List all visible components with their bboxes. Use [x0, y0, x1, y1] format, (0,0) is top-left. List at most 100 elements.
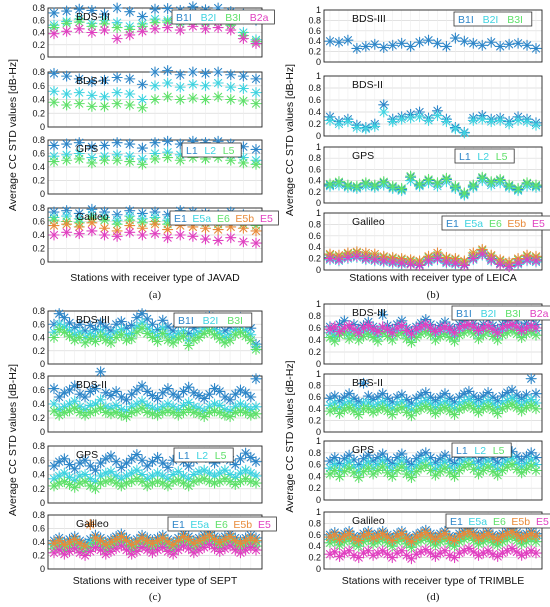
data-point-l2 [415, 456, 427, 468]
data-point-b1i [149, 66, 161, 78]
data-point-l5 [63, 478, 76, 491]
data-point-b2a [174, 24, 186, 36]
data-point-b1i [405, 40, 417, 52]
data-point-b1i [187, 66, 199, 78]
data-point-b2i [521, 116, 533, 128]
data-point-b1i [73, 73, 85, 85]
data-point-b3i [203, 325, 215, 337]
data-point-l5 [73, 153, 85, 165]
data-point-e5b [110, 533, 122, 545]
y-tick-label: 0.8 [308, 381, 321, 391]
data-point-e5 [503, 261, 515, 273]
data-point-e5b [250, 225, 262, 237]
data-point-b3i [111, 22, 123, 34]
data-point-b2i [333, 118, 345, 130]
panel-frame [47, 445, 263, 504]
data-point-b1i [124, 6, 136, 18]
data-point-l1 [100, 453, 112, 465]
data-point-l5 [157, 477, 169, 489]
data-point-b3i [115, 329, 127, 341]
y-tick-label: 0 [316, 495, 321, 505]
data-point-e5 [477, 547, 489, 559]
data-point-b1i [468, 390, 480, 402]
data-point-b1i [53, 308, 65, 320]
data-point-b2i [225, 81, 237, 93]
data-point-e5 [225, 232, 237, 244]
data-point-b3i [174, 93, 186, 106]
y-tick-label: 0.6 [308, 95, 321, 105]
legend-entry-b3i: B3I [507, 14, 523, 26]
data-point-e5 [387, 256, 399, 268]
data-point-b1i [245, 391, 257, 403]
y-tick-label: 0.8 [32, 135, 45, 145]
data-point-l5 [431, 177, 444, 189]
x-axis-label: Stations with receiver type of LEICA [349, 272, 517, 284]
data-point-b1i [525, 373, 537, 385]
data-point-b3i [86, 100, 98, 112]
data-point-l2 [444, 461, 456, 473]
data-point-b1i [467, 37, 479, 49]
data-point-b1i [351, 42, 363, 55]
data-point-b1i [229, 388, 241, 400]
legend-entry-e6: E6 [215, 519, 228, 531]
series-b1i [48, 366, 262, 406]
legend-frame [169, 210, 279, 226]
data-point-b1i [476, 39, 488, 51]
series-b3i [48, 402, 262, 423]
panel-bds-iii: 0 0.2 0.4 0.6 0.8 BDS-III B1I B2I B3I B2a [32, 1, 275, 62]
data-point-e5 [467, 253, 479, 265]
data-point-e6 [458, 533, 470, 545]
data-point-e5 [422, 255, 435, 267]
data-point-b2i [324, 114, 336, 126]
data-point-l5 [387, 180, 399, 192]
data-point-l5 [162, 152, 174, 164]
data-point-e5 [157, 541, 169, 553]
data-point-e5b [84, 518, 96, 531]
legend-entry-l2: L2 [477, 151, 489, 163]
legend-entry-l1: L1 [459, 151, 471, 163]
data-point-l5 [250, 477, 262, 489]
data-point-l5 [214, 476, 226, 488]
data-point-b2a [348, 323, 360, 335]
y-tick-label: 0 [40, 189, 45, 199]
data-point-b1i [141, 385, 153, 397]
y-tick-label: 0.6 [308, 26, 321, 36]
data-point-l5 [162, 480, 174, 492]
data-point-b1i [89, 383, 101, 395]
legend-entry-b3i: B3I [225, 12, 241, 24]
data-point-b3i [126, 406, 138, 418]
data-point-b1i [369, 38, 381, 50]
data-point-e5 [172, 544, 184, 556]
data-point-e5b [348, 532, 360, 544]
data-point-b1i [234, 384, 247, 396]
y-tick-label: 1 [316, 369, 321, 379]
data-point-b3i [100, 334, 112, 346]
data-point-b2i [98, 91, 111, 103]
y-tick-label: 0 [40, 564, 45, 574]
data-point-e5 [530, 547, 542, 559]
panel-title: GPS [352, 444, 374, 456]
data-point-b1i [494, 40, 506, 52]
data-point-b1i [53, 391, 65, 403]
data-point-b1i [225, 69, 237, 81]
data-point-l1 [95, 457, 107, 469]
data-point-b1i [174, 69, 186, 81]
legend-entry-e5b: E5b [507, 218, 526, 230]
data-point-l5 [120, 477, 133, 489]
data-point-b3i [234, 326, 247, 338]
data-point-b2i [237, 82, 249, 95]
series-b2i [48, 77, 262, 106]
data-point-b3i [334, 407, 346, 419]
data-point-b3i [463, 399, 475, 411]
data-point-e5 [351, 250, 363, 262]
data-point-b2i [149, 80, 161, 92]
data-point-e5b [372, 530, 384, 542]
data-point-e5b [224, 531, 236, 543]
data-point-e5 [414, 259, 426, 271]
legend-entry-b2i: B2I [481, 308, 497, 320]
data-point-b1i [167, 388, 179, 400]
data-point-b1i [48, 383, 60, 395]
x-axis-label: Stations with receiver type of SEPT [73, 575, 238, 587]
data-point-l5 [333, 176, 345, 188]
data-point-b3i [177, 330, 190, 342]
